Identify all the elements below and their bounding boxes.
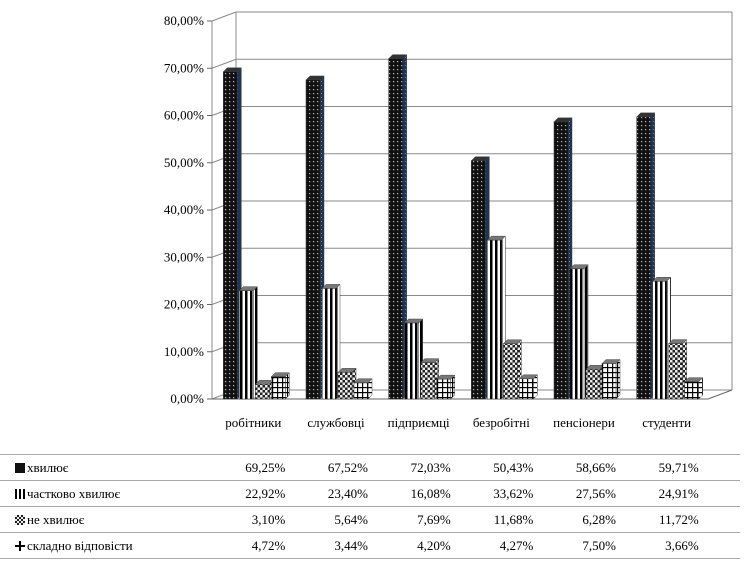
bar	[353, 382, 369, 400]
bar	[569, 268, 585, 400]
table-row: хвилює 69,25% 67,52% 72,03% 50,43% 58,66% 59,…	[0, 454, 740, 481]
y-tick-label: 70,00%	[164, 60, 204, 75]
legend-swatch-plus-icon	[15, 541, 25, 551]
x-tick-label: службовці	[307, 415, 365, 430]
legend-item: частково хвилює	[15, 486, 120, 502]
bar	[321, 288, 337, 400]
data-table: хвилює 69,25% 67,52% 72,03% 50,43% 58,66% 59,…	[0, 454, 740, 559]
table-cell: 4,72%	[251, 538, 286, 553]
table-cell: 69,25%	[245, 460, 286, 475]
gridline-depth	[211, 58, 237, 69]
table-cell: 5,64%	[334, 512, 368, 527]
table-cell: 59,71%	[658, 460, 699, 475]
y-tick-label: 50,00%	[164, 155, 204, 170]
y-tick-label: 80,00%	[164, 13, 204, 28]
y-tick-label: 20,00%	[164, 297, 204, 312]
legend-item: складно відповісти	[15, 538, 133, 554]
y-tick-label: 30,00%	[164, 249, 204, 264]
bar	[585, 369, 601, 400]
bar-chart: 0,00% 10,00% 20,00% 30,00% 40,00% 50,00% 60,00…	[164, 11, 733, 430]
table-cell: 23,40%	[327, 486, 368, 501]
x-tick-label: пенсіонери	[553, 415, 615, 430]
y-tick-label: 40,00%	[164, 202, 204, 217]
table-cell: 27,56%	[575, 486, 616, 501]
y-axis: 0,00% 10,00% 20,00% 30,00% 40,00% 50,00% 60,00…	[164, 13, 212, 406]
y-tick-label: 60,00%	[164, 108, 204, 123]
table-cell: 6,28%	[582, 512, 616, 527]
bar	[636, 116, 651, 400]
x-axis: робітники службовці підприємці безробітні пе…	[225, 415, 691, 430]
legend-swatch-checker-icon	[15, 515, 25, 525]
bar	[271, 376, 286, 400]
bar-side	[285, 372, 290, 400]
table-row: частково хвилює 22,92% 23,40% 16,08% 33,62%…	[0, 481, 740, 507]
table-cell: 11,72%	[659, 512, 699, 527]
bar	[388, 58, 403, 400]
y-tick-label: 10,00%	[164, 344, 204, 359]
bar	[487, 239, 502, 400]
table-cell: 24,91%	[658, 486, 699, 501]
bar	[223, 71, 238, 400]
x-tick-label: студенти	[642, 415, 691, 430]
bar-side	[253, 286, 258, 400]
bar	[684, 381, 699, 400]
table-cell: 7,69%	[417, 512, 451, 527]
legend-swatch-stripes-icon	[15, 489, 25, 499]
table-cell: 7,50%	[582, 538, 616, 553]
bar	[519, 378, 534, 400]
bar	[255, 384, 270, 400]
legend-label: частково хвилює	[27, 486, 121, 501]
legend-label: складно відповісти	[27, 538, 133, 553]
bar	[601, 363, 617, 400]
bar	[471, 160, 486, 400]
table-cell: 33,62%	[493, 486, 534, 501]
table-cell: 11,68%	[493, 512, 534, 527]
y-tick-label: 0,00%	[170, 391, 204, 406]
x-tick-label: безробітні	[473, 415, 530, 430]
table-cell: 72,03%	[410, 460, 451, 475]
bar	[239, 290, 254, 400]
floor-edge	[707, 389, 733, 400]
table-row: складно відповісти 4,72% 3,44% 4,20% 4,27% 7…	[0, 533, 740, 559]
bar	[668, 343, 683, 400]
x-tick-label: робітники	[225, 415, 281, 430]
legend-swatch-dots-icon	[15, 463, 25, 473]
table-cell: 3,44%	[334, 538, 368, 553]
bar-side	[615, 358, 621, 400]
table-cell: 3,66%	[665, 538, 699, 553]
table-cell: 4,20%	[417, 538, 451, 553]
gridline-depth	[211, 11, 237, 22]
table-cell: 58,66%	[575, 460, 616, 475]
bar	[652, 281, 667, 400]
legend-label: хвилює	[27, 460, 69, 475]
table-cell: 3,10%	[251, 512, 286, 527]
table-cell: 16,08%	[410, 486, 451, 501]
table-cell: 4,27%	[499, 538, 534, 553]
legend-item: хвилює	[15, 460, 68, 476]
legend-label: не хвилює	[27, 512, 85, 527]
table-cell: 50,43%	[493, 460, 534, 475]
x-tick-label: підприємці	[388, 415, 450, 430]
bar	[420, 362, 435, 400]
bar	[553, 121, 569, 400]
legend-item: не хвилює	[15, 512, 84, 528]
bar	[436, 378, 451, 400]
table-cell: 67,52%	[327, 460, 368, 475]
bar	[337, 372, 353, 400]
bar	[503, 343, 518, 400]
table-cell: 22,92%	[245, 486, 286, 501]
bars	[222, 54, 704, 400]
bar	[404, 322, 419, 400]
bar	[305, 79, 321, 400]
table-row: не хвилює 3,10% 5,64% 7,69% 11,68% 6,28% 11,7…	[0, 507, 740, 533]
